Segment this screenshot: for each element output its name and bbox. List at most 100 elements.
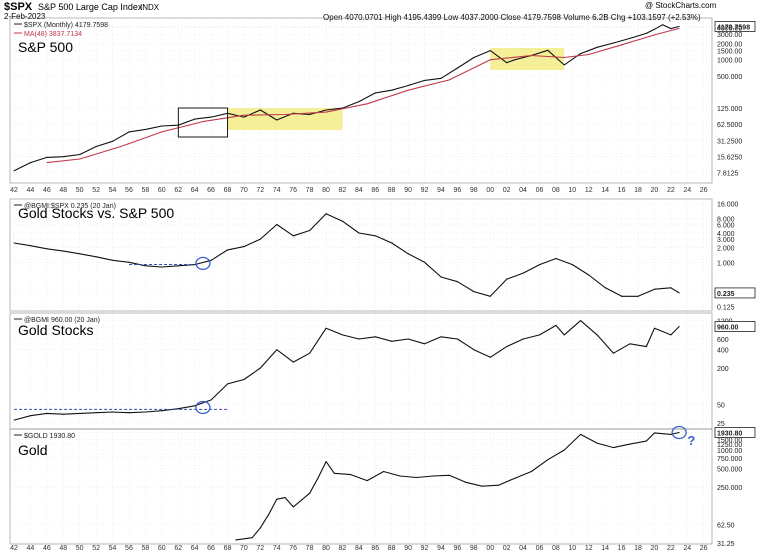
x-tick-label: 68	[224, 545, 232, 552]
x-tick-label: 70	[240, 545, 248, 552]
x-tick-label: 94	[437, 187, 445, 194]
x-tick-label: 24	[683, 545, 691, 552]
data-point	[424, 343, 426, 345]
data-point	[678, 27, 680, 30]
x-tick-label: 84	[355, 545, 363, 552]
data-point	[391, 242, 393, 244]
data-point	[621, 295, 623, 297]
y-tick-label: 4.000	[717, 231, 735, 238]
data-point	[366, 103, 368, 105]
data-point	[325, 111, 327, 113]
data-point	[670, 28, 672, 30]
data-point	[621, 44, 623, 46]
data-point	[465, 481, 467, 483]
data-point	[514, 59, 516, 61]
data-point	[506, 278, 508, 280]
data-point	[292, 235, 294, 237]
data-point	[448, 79, 450, 81]
x-tick-label: 76	[289, 545, 297, 552]
data-point	[489, 59, 491, 61]
highlight-region	[227, 108, 343, 130]
data-point	[29, 415, 32, 417]
x-tick-label: 44	[27, 545, 35, 552]
data-point	[128, 261, 130, 263]
data-point	[243, 114, 245, 116]
x-tick-label: 68	[224, 187, 232, 194]
data-point	[202, 120, 204, 123]
x-tick-label: 12	[585, 545, 593, 552]
y-tick-label: 7.8125	[717, 171, 739, 178]
chart-date: 2-Feb-2023	[4, 12, 46, 21]
data-point	[120, 145, 122, 148]
x-tick-label: 08	[552, 187, 560, 194]
y-tick-label: 1250.00	[717, 442, 742, 449]
y-tick-label: 1500.00	[717, 48, 742, 55]
data-point	[13, 170, 15, 172]
annotation-box	[177, 107, 229, 138]
data-point	[407, 338, 409, 340]
panel-title: S&P 500	[18, 39, 73, 55]
x-tick-label: 60	[158, 187, 166, 194]
panel-title: Gold Stocks	[18, 322, 93, 338]
annotation-circle	[195, 400, 211, 415]
data-point	[79, 412, 81, 415]
x-tick-label: 06	[536, 545, 544, 552]
x-tick-label: 42	[10, 545, 18, 552]
data-point	[358, 101, 360, 103]
x-tick-label: 90	[404, 545, 412, 552]
y-tick-label: 4000.00	[717, 25, 742, 32]
data-point	[563, 64, 565, 66]
data-point	[670, 433, 672, 435]
x-tick-label: 54	[109, 545, 117, 552]
data-point	[29, 162, 32, 164]
data-point	[95, 412, 97, 414]
x-tick-label: 56	[125, 545, 133, 552]
data-point	[341, 220, 344, 222]
y-tick-label: 3000.00	[717, 32, 742, 39]
data-point	[177, 408, 179, 410]
data-point	[243, 378, 245, 381]
data-point	[637, 295, 639, 297]
legend-label: $GOLD 1930.80	[24, 433, 75, 440]
x-tick-label: 18	[634, 545, 642, 552]
data-point	[424, 261, 426, 263]
x-tick-label: 24	[683, 187, 691, 194]
data-point	[251, 537, 253, 539]
data-point	[407, 253, 409, 255]
data-point	[243, 116, 245, 118]
data-point	[128, 412, 130, 414]
data-point	[144, 411, 147, 413]
data-point	[489, 295, 491, 297]
data-point	[358, 338, 360, 340]
data-point	[309, 113, 311, 116]
data-point	[456, 67, 459, 69]
last-value-box	[714, 21, 756, 32]
data-point	[284, 113, 286, 116]
x-tick-label: 84	[355, 187, 363, 194]
data-point	[259, 527, 262, 529]
y-tick-label: 1000.00	[717, 448, 742, 455]
annotation-question-mark: ?	[687, 433, 695, 448]
data-point	[645, 440, 647, 442]
data-point	[456, 281, 459, 283]
last-value-box	[714, 427, 756, 438]
x-tick-label: 88	[388, 187, 396, 194]
x-tick-label: 58	[141, 545, 149, 552]
x-tick-label: 82	[339, 545, 347, 552]
data-point	[678, 325, 680, 328]
panel-frame	[9, 428, 713, 545]
data-point	[653, 432, 656, 434]
data-point	[243, 246, 245, 248]
x-tick-label: 88	[388, 545, 396, 552]
x-tick-label: 08	[552, 545, 560, 552]
data-point	[596, 334, 598, 336]
y-tick-label: 6.000	[717, 222, 735, 229]
data-point	[473, 349, 475, 351]
data-point	[276, 349, 278, 351]
x-tick-label: 70	[240, 187, 248, 194]
stockcharts-credit: @ StockCharts.com	[645, 1, 717, 10]
data-point	[415, 476, 418, 479]
data-point	[473, 291, 475, 293]
x-tick-label: 98	[470, 187, 478, 194]
